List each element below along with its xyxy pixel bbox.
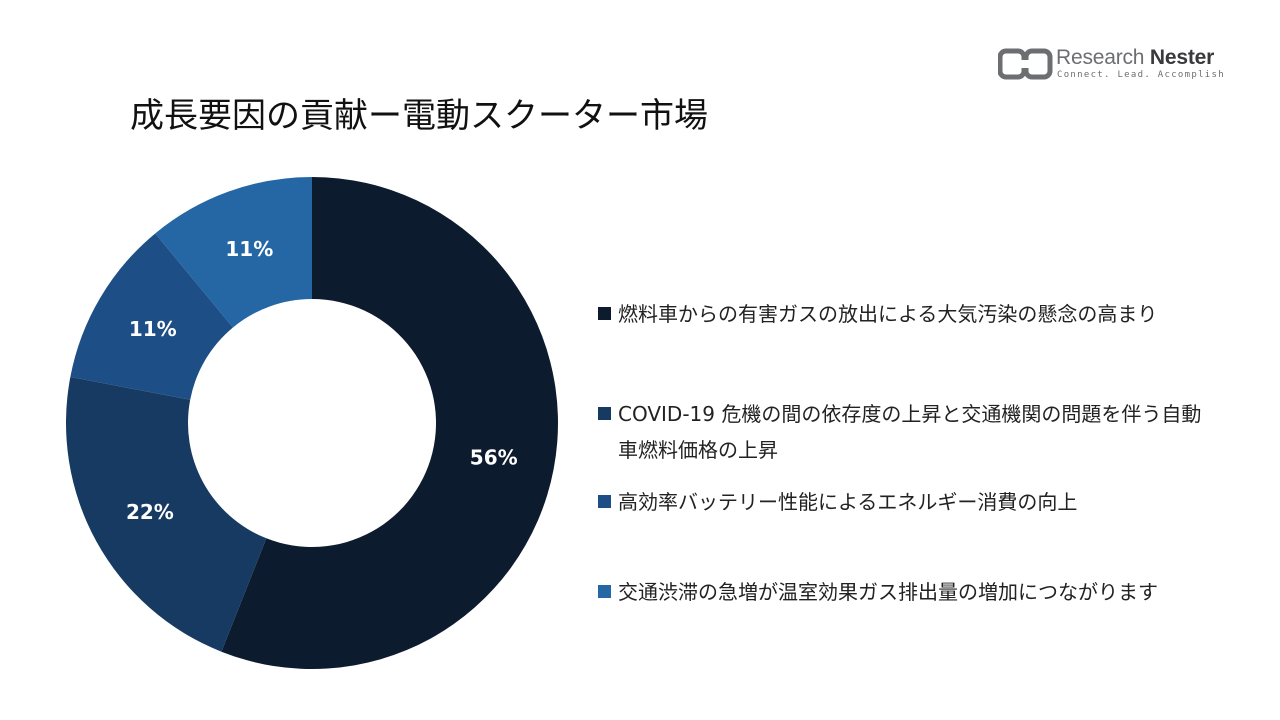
legend-swatch <box>598 407 611 420</box>
legend-label: COVID-19 危機の間の依存度の上昇と交通機関の問題を伴う自動車燃料価格の上… <box>618 402 1202 462</box>
slice-data-label-1: 56% <box>470 446 518 470</box>
slice-data-label-3: 11% <box>129 317 177 341</box>
slice-data-label-2: 22% <box>126 500 174 524</box>
legend-label: 燃料車からの有害ガスの放出による大気汚染の懸念の高まり <box>618 302 1158 326</box>
chart-title: 成長要因の貢献ー電動スクーター市場 <box>130 96 708 136</box>
legend-label: 高効率バッテリー性能によるエネルギー消費の向上 <box>618 490 1078 514</box>
research-nester-logo: Research Nester Connect. Lead. Accomplis… <box>998 44 1228 84</box>
legend-swatch <box>598 307 611 320</box>
legend-label: 交通渋滞の急増が温室効果ガス排出量の増加につながります <box>618 580 1158 604</box>
donut-chart: 56% 22% 11% 11% <box>66 177 559 669</box>
donut-slice-3 <box>70 233 233 400</box>
legend-swatch <box>598 585 611 598</box>
logo-name-bold: Nester <box>1149 46 1215 69</box>
logo-name: Research Nester <box>1056 46 1214 70</box>
legend-swatch <box>598 495 611 508</box>
logo-tagline: Connect. Lead. Accomplish <box>1057 70 1225 80</box>
donut-slice-1 <box>221 177 559 669</box>
logo-name-light: Research <box>1056 46 1145 69</box>
donut-slice-4 <box>155 177 312 328</box>
slice-data-label-4: 11% <box>225 237 273 261</box>
donut-slice-2 <box>66 376 267 652</box>
logo-mark-icon <box>998 48 1053 80</box>
